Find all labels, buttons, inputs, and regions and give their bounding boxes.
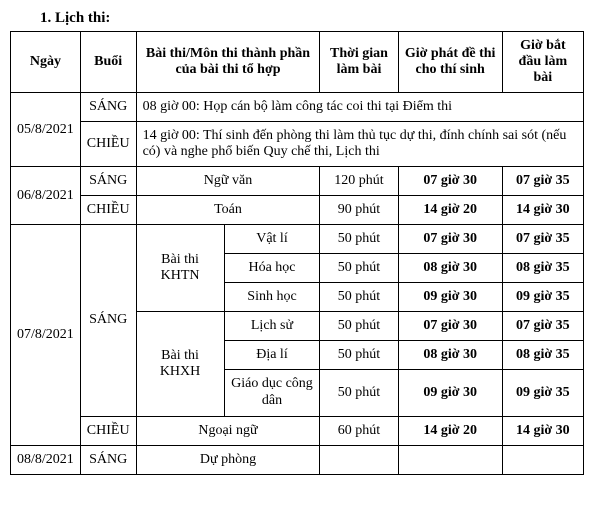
session-cell: SÁNG xyxy=(80,93,136,122)
table-row: 07/8/2021 SÁNG Bài thi KHTN Vật lí 50 ph… xyxy=(11,225,584,254)
time-cell: 50 phút xyxy=(320,341,398,370)
giobat-cell: 08 giờ 35 xyxy=(502,341,583,370)
giophat-cell: 09 giờ 30 xyxy=(398,370,502,417)
group-cell: Bài thi KHTN xyxy=(136,225,224,312)
giophat-cell: 08 giờ 30 xyxy=(398,341,502,370)
date-cell: 07/8/2021 xyxy=(11,225,81,446)
date-cell: 08/8/2021 xyxy=(11,445,81,474)
table-row: CHIỀU Toán 90 phút 14 giờ 20 14 giờ 30 xyxy=(11,196,584,225)
session-cell: SÁNG xyxy=(80,445,136,474)
section-title: 1. Lịch thi: xyxy=(40,10,584,27)
subject-cell: Vật lí xyxy=(224,225,320,254)
giophat-cell: 08 giờ 30 xyxy=(398,254,502,283)
table-row: CHIỀU Ngoại ngữ 60 phút 14 giờ 20 14 giờ… xyxy=(11,416,584,445)
header-giophat: Giờ phát đề thi cho thí sinh xyxy=(398,32,502,93)
header-baithi: Bài thi/Môn thi thành phần của bài thi t… xyxy=(136,32,320,93)
session-cell: CHIỀU xyxy=(80,122,136,167)
session-cell: CHIỀU xyxy=(80,416,136,445)
note-cell: 14 giờ 00: Thí sinh đến phòng thi làm th… xyxy=(136,122,583,167)
time-cell: 50 phút xyxy=(320,225,398,254)
session-cell: CHIỀU xyxy=(80,196,136,225)
time-cell xyxy=(320,445,398,474)
time-cell: 50 phút xyxy=(320,283,398,312)
giophat-cell: 07 giờ 30 xyxy=(398,312,502,341)
giobat-cell: 14 giờ 30 xyxy=(502,416,583,445)
schedule-table: Ngày Buổi Bài thi/Môn thi thành phần của… xyxy=(10,31,584,475)
time-cell: 90 phút xyxy=(320,196,398,225)
giophat-cell: 14 giờ 20 xyxy=(398,196,502,225)
date-cell: 06/8/2021 xyxy=(11,167,81,225)
note-cell: 08 giờ 00: Họp cán bộ làm công tác coi t… xyxy=(136,93,583,122)
header-ngay: Ngày xyxy=(11,32,81,93)
header-thoigian: Thời gian làm bài xyxy=(320,32,398,93)
giophat-cell: 09 giờ 30 xyxy=(398,283,502,312)
table-row: 08/8/2021 SÁNG Dự phòng xyxy=(11,445,584,474)
subject-cell: Giáo dục công dân xyxy=(224,370,320,417)
time-cell: 50 phút xyxy=(320,254,398,283)
header-row: Ngày Buổi Bài thi/Môn thi thành phần của… xyxy=(11,32,584,93)
giophat-cell: 07 giờ 30 xyxy=(398,167,502,196)
giobat-cell: 09 giờ 35 xyxy=(502,283,583,312)
subject-cell: Ngữ văn xyxy=(136,167,320,196)
giobat-cell: 09 giờ 35 xyxy=(502,370,583,417)
giobat-cell: 07 giờ 35 xyxy=(502,167,583,196)
subject-cell: Lịch sử xyxy=(224,312,320,341)
giobat-cell: 14 giờ 30 xyxy=(502,196,583,225)
header-giobat: Giờ bắt đầu làm bài xyxy=(502,32,583,93)
giophat-cell: 07 giờ 30 xyxy=(398,225,502,254)
giobat-cell: 07 giờ 35 xyxy=(502,225,583,254)
time-cell: 50 phút xyxy=(320,370,398,417)
giobat-cell: 07 giờ 35 xyxy=(502,312,583,341)
time-cell: 120 phút xyxy=(320,167,398,196)
subject-cell: Sinh học xyxy=(224,283,320,312)
header-buoi: Buổi xyxy=(80,32,136,93)
session-cell: SÁNG xyxy=(80,167,136,196)
table-row: 06/8/2021 SÁNG Ngữ văn 120 phút 07 giờ 3… xyxy=(11,167,584,196)
subject-cell: Toán xyxy=(136,196,320,225)
subject-cell: Hóa học xyxy=(224,254,320,283)
giobat-cell: 08 giờ 35 xyxy=(502,254,583,283)
subject-cell: Dự phòng xyxy=(136,445,320,474)
session-cell: SÁNG xyxy=(80,225,136,417)
subject-cell: Ngoại ngữ xyxy=(136,416,320,445)
group-cell: Bài thi KHXH xyxy=(136,312,224,417)
giobat-cell xyxy=(502,445,583,474)
giophat-cell: 14 giờ 20 xyxy=(398,416,502,445)
subject-cell: Địa lí xyxy=(224,341,320,370)
table-row: CHIỀU 14 giờ 00: Thí sinh đến phòng thi … xyxy=(11,122,584,167)
time-cell: 60 phút xyxy=(320,416,398,445)
date-cell: 05/8/2021 xyxy=(11,93,81,167)
giophat-cell xyxy=(398,445,502,474)
table-row: 05/8/2021 SÁNG 08 giờ 00: Họp cán bộ làm… xyxy=(11,93,584,122)
time-cell: 50 phút xyxy=(320,312,398,341)
